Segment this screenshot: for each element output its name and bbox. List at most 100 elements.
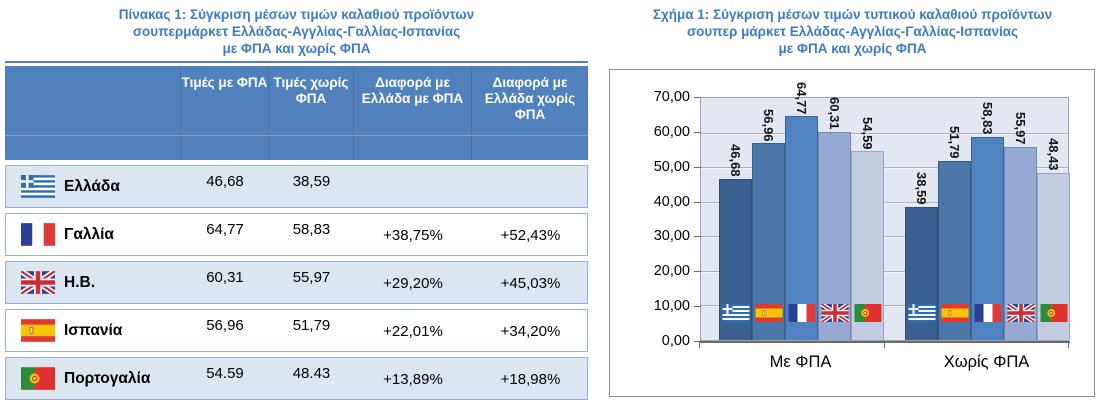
country-cell: Γαλλία [6, 214, 181, 255]
bar-group-without-vat: 38,59 51,79 58,83 55,97 48,43 [905, 98, 1070, 340]
price-with-vat-cell: 54.59 [206, 365, 244, 382]
country-label: Πορτογαλία [64, 369, 151, 387]
y-tick-mark [694, 236, 701, 238]
bar-flag-wrap [907, 304, 936, 327]
chart-title-line-3: με ΦΠΑ και χωρίς ΦΠΑ [778, 41, 927, 56]
chart-box: 46,68 56,96 64,77 60,31 54,59 38,59 51,79 58,83… [609, 69, 1095, 397]
bar-value-label: 60,31 [827, 96, 842, 130]
table-title: Πίνακας 1: Σύγκριση μέσων τιμών καλαθιού… [5, 6, 588, 63]
flag-uk-icon [1005, 302, 1036, 324]
price-without-vat-cell: 48.43 [292, 365, 331, 382]
x-tick-mark [884, 341, 885, 348]
bar-greece: 46,68 [719, 144, 752, 340]
bar-flag-wrap [1039, 304, 1068, 327]
bar-spain: 56,96 [752, 109, 785, 340]
bar-uk: 55,97 [1004, 112, 1037, 340]
flag-france-icon [788, 304, 815, 322]
chart-title-line-1: Σχήμα 1: Σύγκριση μέσων τιμών τυπικού κα… [652, 7, 1053, 22]
flag-france-icon [21, 223, 55, 246]
price-without-vat-cell: 55,97 [292, 269, 331, 286]
bar-value-label: 58,83 [980, 102, 995, 135]
chart-title-line-2: σουπερ μάρκετ Ελλάδας-Αγγλίας-Γαλλίας-Ισ… [686, 24, 1019, 39]
bar-value-label: 51,79 [947, 126, 962, 159]
diff-without-vat-cell: +18,98% [500, 371, 561, 388]
country-label: Γαλλία [64, 225, 114, 243]
diff-with-vat-cell: +38,75% [383, 227, 443, 244]
bar-group-with-vat: 46,68 56,96 64,77 60,31 54,59 [719, 82, 884, 340]
x-tick-mark [699, 341, 700, 348]
gridline [701, 167, 1068, 169]
price-with-vat-cell: 64,77 [206, 221, 244, 238]
country-cell: Ισπανία [6, 310, 181, 351]
table-body: Ελλάδα 46,68 38,59 Γαλλία 64,77 58,83 +38,75% +… [5, 165, 588, 400]
price-with-vat-cell: 60,31 [206, 269, 244, 286]
flag-portugal-icon [21, 367, 55, 390]
table-title-line-2: σουπερμάρκετ Ελλάδας-Αγγλίας-Γαλλίας-Ισπ… [132, 24, 461, 39]
table-title-line-1: Πίνακας 1: Σύγκριση μέσων τιμών καλαθιού… [118, 7, 475, 22]
table-row-greece: Ελλάδα 46,68 38,59 [5, 165, 588, 208]
category-label-without-vat: Χωρίς ΦΠΑ [943, 353, 1030, 371]
diff-without-vat-cell [472, 166, 589, 207]
y-tick-mark [694, 131, 701, 133]
country-label: Ισπανία [64, 321, 123, 339]
flag-spain-icon [755, 304, 782, 322]
header-cell-diff-without-vat: Διαφορά με Ελλάδα χωρίς ΦΠΑ [471, 66, 588, 160]
diff-with-vat-cell: +13,89% [383, 371, 443, 388]
bar-flag-wrap [973, 304, 1002, 327]
country-cell: Ελλάδα [6, 166, 181, 207]
country-cell: Η.Β. [6, 262, 181, 303]
diff-without-vat-cell: +34,20% [500, 323, 561, 340]
gridline [701, 236, 1068, 238]
table-row-portugal: Πορτογαλία 54.59 48.43 +13,89% +18,98% [5, 357, 588, 400]
y-tick-label: 10,00 [653, 298, 690, 315]
bar-france: 64,77 [785, 82, 818, 340]
y-tick-label: 30,00 [653, 228, 690, 245]
bar-flag-wrap [819, 302, 850, 327]
diff-with-vat-cell: +29,20% [383, 275, 443, 292]
flag-spain-icon [941, 304, 968, 322]
bar-value-label: 55,97 [1013, 111, 1028, 145]
y-tick-label: 50,00 [653, 158, 690, 175]
flag-uk-icon [21, 271, 55, 294]
category-label-with-vat: Με ΦΠΑ [769, 353, 832, 371]
bar-flag-wrap [1005, 302, 1036, 327]
bar-greece: 38,59 [905, 172, 938, 340]
header-cell-country [5, 66, 180, 160]
y-tick-mark [694, 166, 701, 168]
y-tick-mark [694, 306, 701, 308]
bar-portugal: 54,59 [851, 117, 884, 340]
bar-uk: 60,31 [818, 97, 851, 340]
bar-value-label: 48,43 [1046, 138, 1061, 171]
table-header-row: Τιμές με ΦΠΑ Τιμές χωρίς ΦΠΑ Διαφορά με … [5, 66, 588, 160]
bar-value-label: 56,96 [761, 108, 776, 142]
diff-without-vat-cell: +45,03% [500, 275, 561, 292]
chart-title: Σχήμα 1: Σύγκριση μέσων τιμών τυπικού κα… [609, 6, 1096, 57]
bar-france: 58,83 [971, 102, 1004, 340]
flag-greece-icon [722, 304, 749, 322]
flag-greece-icon [908, 304, 935, 322]
y-tick-mark [694, 201, 701, 203]
bar-flag-wrap [940, 304, 969, 327]
country-label: Η.Β. [64, 273, 95, 291]
bar-flag-wrap [787, 304, 816, 327]
y-tick-mark [694, 97, 701, 98]
y-tick-label: 40,00 [653, 193, 690, 210]
bar-flag-wrap [754, 304, 783, 327]
diff-without-vat-cell: +52,43% [500, 227, 561, 244]
gridline [701, 270, 1068, 272]
flag-spain-icon [21, 319, 55, 342]
bar-value-label: 54,59 [860, 116, 875, 150]
header-cell-diff-with-vat: Διαφορά με Ελλάδα με ΦΠΑ [353, 66, 471, 160]
flag-uk-icon [819, 302, 850, 324]
bar-value-label: 64,77 [794, 81, 809, 115]
y-tick-label: 20,00 [653, 263, 690, 280]
price-without-vat-cell: 38,59 [292, 173, 331, 190]
diff-with-vat-cell [354, 166, 472, 207]
price-without-vat-cell: 51,79 [292, 317, 331, 334]
y-tick-label: 60,00 [653, 123, 690, 140]
header-cell-price-without-vat: Τιμές χωρίς ΦΠΑ [268, 66, 353, 160]
price-with-vat-cell: 56,96 [206, 317, 244, 334]
flag-portugal-icon [1040, 304, 1067, 322]
bar-flag-wrap [721, 304, 750, 327]
diff-with-vat-cell: +22,01% [383, 323, 443, 340]
